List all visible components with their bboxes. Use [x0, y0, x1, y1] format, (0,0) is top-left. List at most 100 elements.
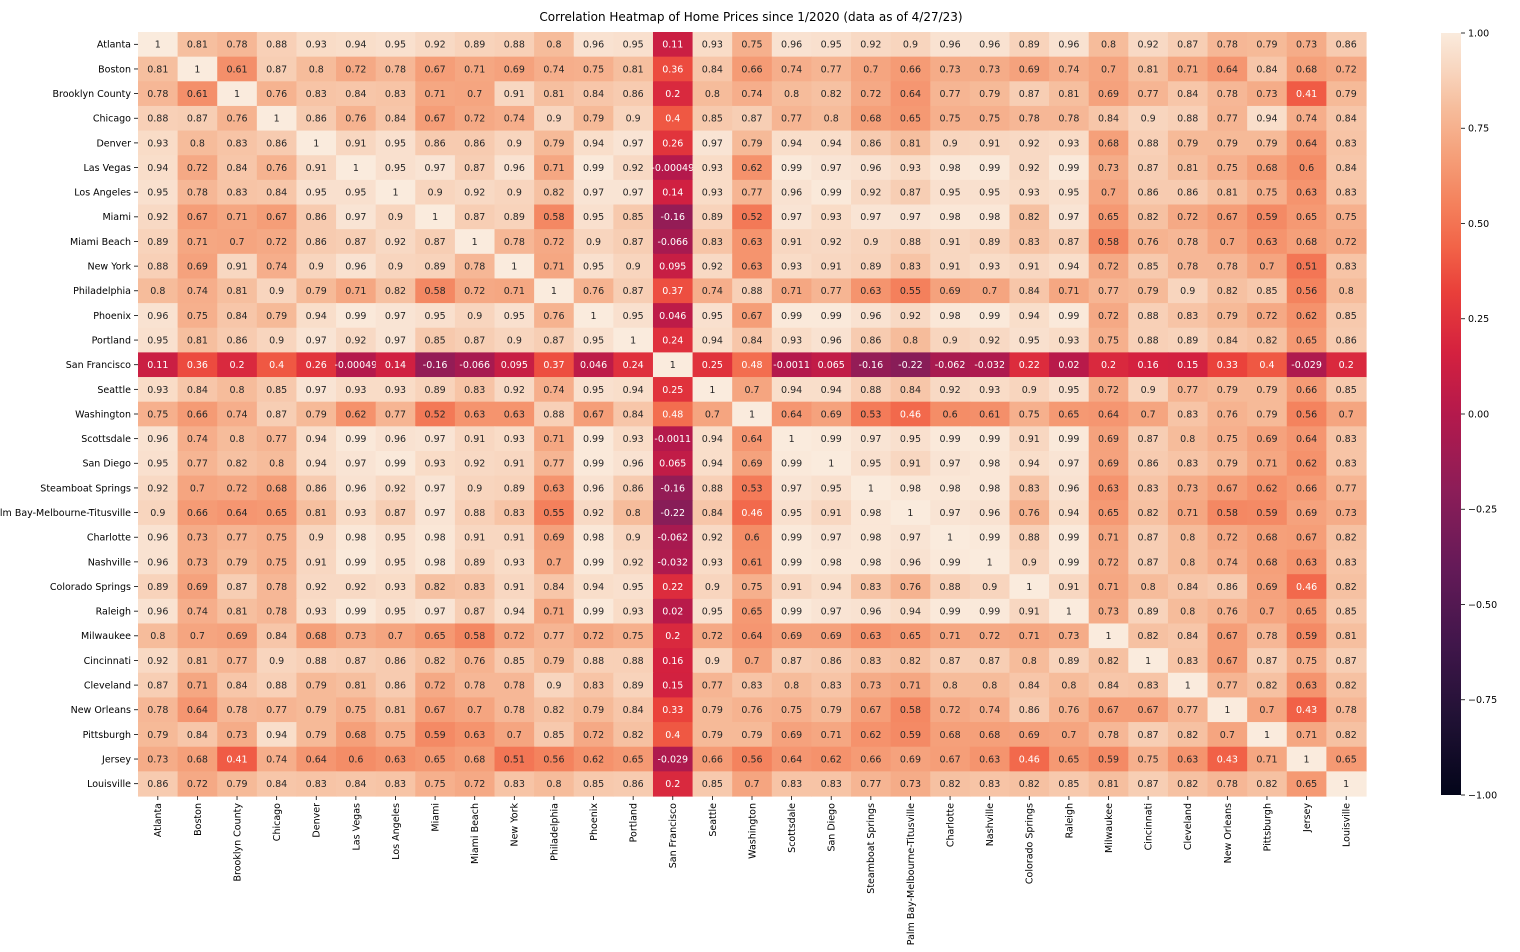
heatmap-cell: [692, 771, 733, 797]
heatmap-cell: [613, 130, 654, 156]
heatmap-cell: [138, 278, 179, 304]
heatmap-cell: [1286, 524, 1327, 551]
cell-value-label: 0.93: [979, 385, 1000, 396]
heatmap-cell: [375, 475, 416, 501]
cell-value-label: 0.84: [266, 779, 287, 790]
cell-value-label: 0.78: [1177, 237, 1198, 248]
heatmap-cell: [1326, 377, 1367, 403]
heatmap-cell: [851, 229, 892, 255]
cell-value-label: 0.15: [662, 681, 683, 692]
heatmap-cell: [771, 81, 813, 107]
cell-value-label: 0.8: [626, 508, 641, 519]
heatmap-cell: [1009, 303, 1050, 329]
heatmap-cell: [1247, 401, 1288, 427]
cell-value-label: 0.77: [266, 434, 287, 445]
heatmap-cell: [1128, 81, 1169, 107]
heatmap-cell: [1167, 253, 1209, 280]
heatmap-cell: [1207, 377, 1248, 403]
row-label: Brooklyn County: [53, 89, 132, 100]
cell-value-label: 0.96: [385, 434, 406, 445]
heatmap-cell: [613, 574, 654, 600]
cell-value-label: 0.79: [226, 557, 247, 568]
heatmap-cell: [890, 204, 931, 230]
heatmap-cell: [256, 574, 298, 600]
cell-value-label: 0.84: [1019, 286, 1040, 297]
row-label: Miami: [102, 212, 131, 223]
heatmap-cell: [732, 722, 773, 748]
cell-value-label: 0.86: [266, 138, 287, 149]
cell-value-label: 0.93: [306, 40, 327, 51]
heatmap-cell: [613, 56, 654, 82]
row-label: Charlotte: [87, 533, 131, 544]
heatmap-cell: [732, 648, 773, 674]
colorbar-tick-label: −0.50: [1468, 600, 1497, 611]
cell-value-label: 0.79: [1217, 311, 1238, 322]
cell-value-label: 0.99: [583, 607, 604, 618]
heatmap-cell: [732, 500, 773, 526]
cell-value-label: 0.73: [860, 681, 881, 692]
cell-value-label: 0.8: [269, 459, 284, 470]
heatmap-cell: [1286, 746, 1327, 772]
cell-value-label: 0.89: [1058, 656, 1079, 667]
cell-value-label: 0.75: [583, 64, 604, 75]
cell-value-label: 0.99: [781, 533, 802, 544]
cell-value-label: 0.8: [1141, 582, 1156, 593]
heatmap-cell: [1247, 697, 1288, 723]
cell-value-label: 0.86: [306, 483, 327, 494]
cell-value-label: 0.71: [187, 681, 208, 692]
heatmap-cell: [573, 426, 614, 452]
heatmap-cell: [336, 303, 377, 329]
cell-value-label: 1: [234, 89, 240, 100]
cell-value-label: 0.69: [1296, 508, 1317, 519]
cell-value-label: 0.69: [1019, 730, 1040, 741]
heatmap-cell: [969, 179, 1011, 206]
cell-value-label: 0.81: [900, 138, 921, 149]
cell-value-label: 0.84: [226, 311, 247, 322]
cell-value-label: 0.8: [150, 286, 165, 297]
heatmap-cell: [890, 426, 931, 452]
heatmap-cell: [771, 130, 813, 156]
cell-value-label: 0.7: [744, 385, 759, 396]
cell-value-label: 0.83: [226, 138, 247, 149]
column-label: New Orleans: [1223, 803, 1234, 863]
cell-value-label: 0.98: [939, 212, 960, 223]
cell-value-label: 0.58: [425, 286, 446, 297]
cell-value-label: 0.96: [979, 40, 1000, 51]
cell-value-label: 0.77: [939, 89, 960, 100]
cell-value-label: 0.11: [147, 360, 168, 371]
cell-value-label: 0.69: [187, 582, 208, 593]
cell-value-label: 0.82: [939, 779, 960, 790]
cell-value-label: 0.9: [546, 681, 561, 692]
heatmap-cell: [296, 500, 337, 526]
cell-value-label: 0.87: [345, 656, 366, 667]
cell-value-label: 0.86: [306, 114, 327, 125]
heatmap-cell: [1286, 253, 1327, 280]
cell-value-label: 0.33: [1217, 360, 1238, 371]
heatmap-cell: [1247, 475, 1288, 501]
cell-value-label: 0.36: [187, 360, 208, 371]
heatmap-cell: [1088, 32, 1129, 58]
cell-value-label: 0.74: [504, 114, 525, 125]
heatmap-cell: [415, 229, 456, 255]
cell-value-label: 0.91: [306, 557, 327, 568]
cell-value-label: 0.14: [662, 188, 683, 199]
heatmap-cell: [652, 352, 694, 378]
heatmap-cell: [375, 352, 416, 378]
cell-value-label: 0.87: [425, 237, 446, 248]
heatmap-cell: [1167, 771, 1209, 797]
cell-value-label: 0.99: [979, 533, 1000, 544]
cell-value-label: 1: [274, 114, 280, 125]
heatmap-cell: [1207, 229, 1248, 255]
heatmap-cell: [771, 672, 813, 699]
cell-value-label: 0.78: [1177, 262, 1198, 273]
cell-value-label: 0.95: [147, 459, 168, 470]
heatmap-cell: [613, 771, 654, 797]
cell-value-label: 0.81: [385, 705, 406, 716]
heatmap-cell: [138, 475, 179, 501]
heatmap-cell: [534, 722, 575, 748]
cell-value-label: 0.96: [147, 434, 168, 445]
heatmap-cell: [494, 105, 535, 132]
cell-value-label: 1: [1264, 730, 1270, 741]
cell-value-label: 0.9: [982, 582, 997, 593]
heatmap-cell: [573, 623, 614, 649]
